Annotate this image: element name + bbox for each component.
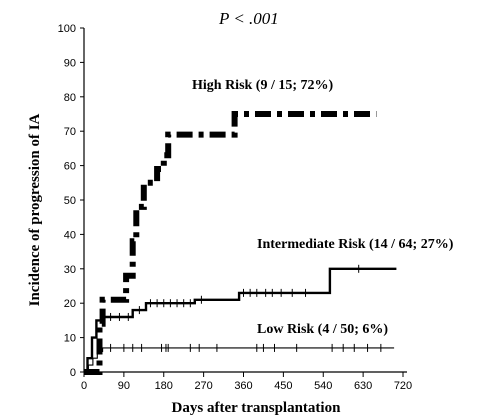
x-tick-label: 270 — [194, 380, 212, 392]
p-value-label: P < .001 — [218, 9, 279, 28]
y-tick-label: 50 — [64, 195, 76, 207]
y-tick-label: 80 — [64, 92, 76, 104]
x-tick-label: 540 — [314, 380, 332, 392]
y-tick-label: 20 — [64, 298, 76, 310]
x-tick-label: 0 — [81, 380, 87, 392]
x-tick-label: 720 — [394, 380, 412, 392]
y-tick-label: 60 — [64, 161, 76, 173]
y-axis-title: Incidence of progression of IA — [27, 113, 43, 306]
labels-layer: High Risk (9 / 15; 72%) Intermediate Risk… — [192, 78, 454, 337]
y-tick-label: 30 — [64, 264, 76, 276]
series-layer — [84, 111, 397, 375]
y-tick-label: 70 — [64, 126, 76, 138]
series-line-1 — [84, 267, 397, 374]
x-axis-title: Days after transplantation — [172, 400, 342, 416]
axes: 0 90 180 270 360 450 540 630 720 0 10 20 30 40 50 60 70 8… — [58, 23, 413, 392]
series-label-0: High Risk (9 / 15; 72%) — [192, 78, 334, 93]
x-tick-label: 450 — [274, 380, 292, 392]
y-tick-label: 0 — [70, 367, 76, 379]
y-tick-label: 40 — [64, 229, 76, 241]
x-tick-label: 630 — [354, 380, 372, 392]
series-line-0 — [84, 111, 377, 375]
x-tick-label: 180 — [155, 380, 173, 392]
series-label-2: Low Risk (4 / 50; 6%) — [257, 322, 388, 337]
x-tick-label: 90 — [118, 380, 130, 392]
y-tick-label: 100 — [58, 23, 76, 35]
series-label-1: Intermediate Risk (14 / 64; 27%) — [257, 237, 454, 252]
y-tick-label: 90 — [64, 57, 76, 69]
x-tick-label: 360 — [234, 380, 252, 392]
y-tick-label: 10 — [64, 333, 76, 345]
series-line-2 — [84, 347, 395, 373]
